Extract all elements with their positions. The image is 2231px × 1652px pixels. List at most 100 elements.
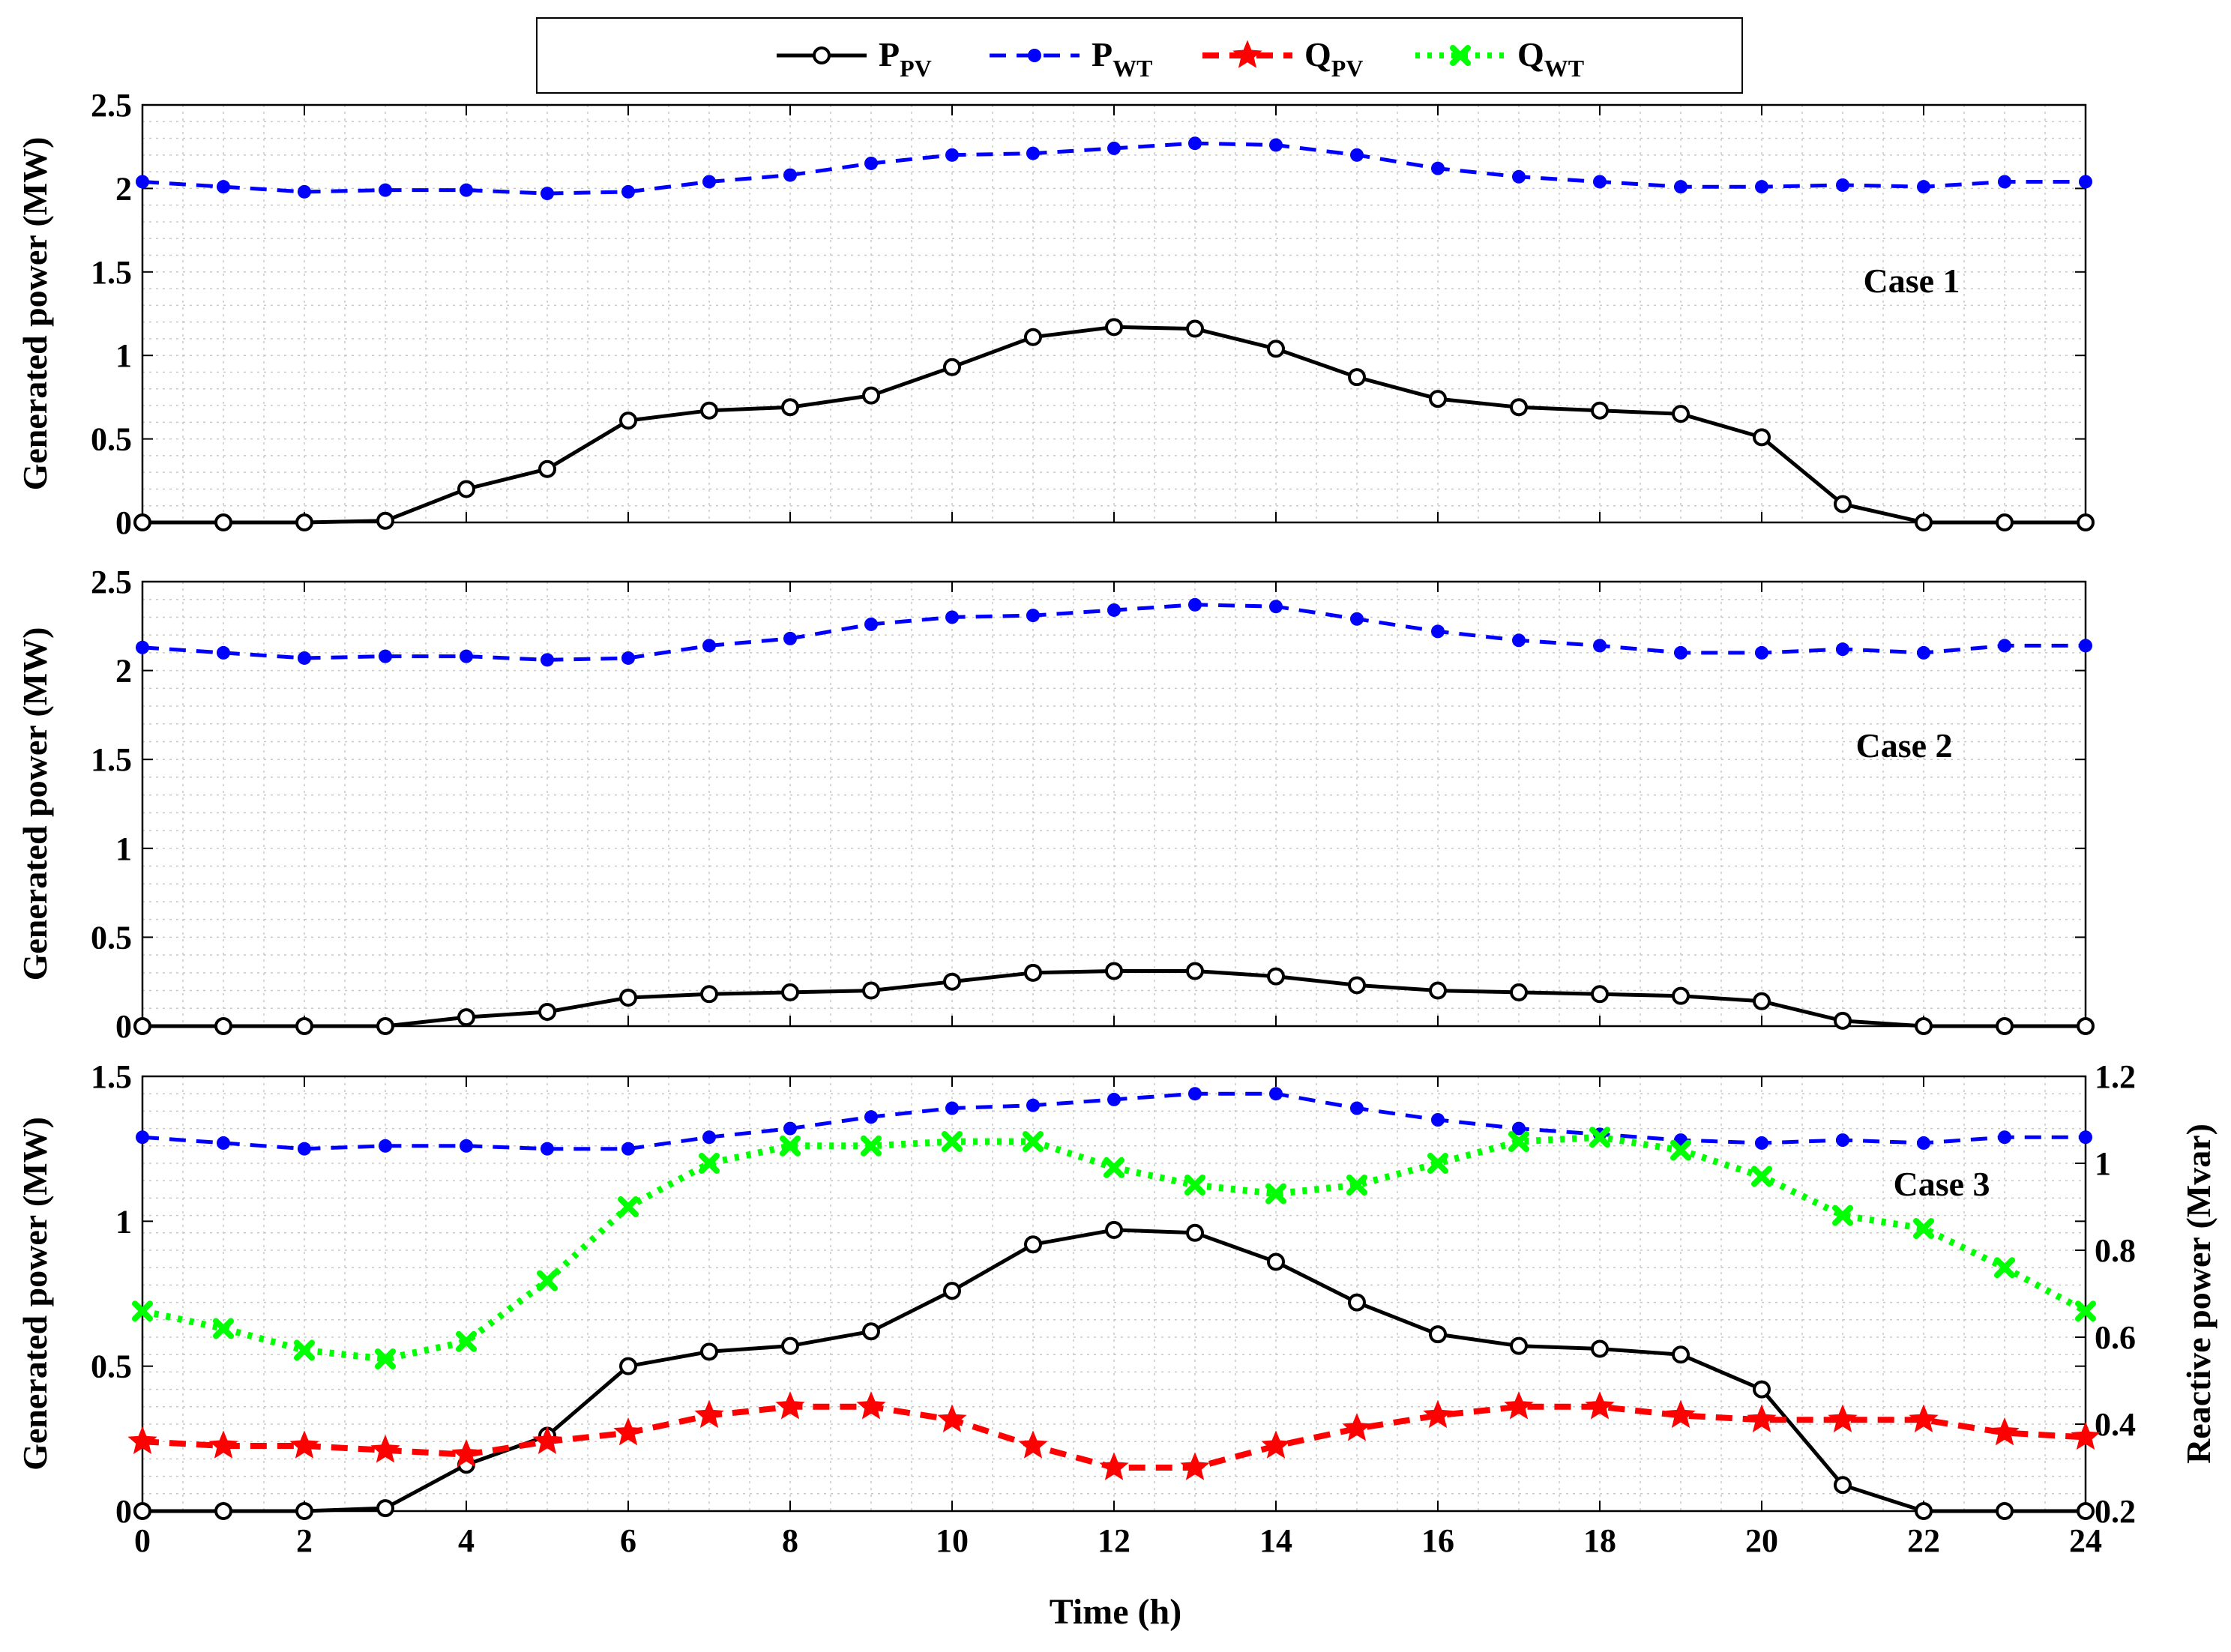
data-point: [702, 639, 716, 653]
x-tick-label: 4: [458, 1522, 475, 1559]
data-point: [1024, 963, 1042, 982]
data-point: [379, 1139, 392, 1153]
legend-label-sub: PV: [1331, 55, 1364, 82]
data-point: [1186, 319, 1204, 338]
data-point: [1024, 1235, 1042, 1254]
x-tick-label: 14: [1259, 1522, 1292, 1559]
data-point: [379, 649, 392, 663]
legend-label-sub: WT: [1113, 55, 1152, 82]
data-point: [618, 1196, 639, 1217]
data-point: [945, 610, 959, 624]
y-tick-label: 1.5: [91, 1058, 132, 1095]
data-point: [1105, 1220, 1123, 1239]
data-point: [1107, 603, 1121, 617]
legend-label: QPV: [1304, 35, 1363, 82]
data-point: [1186, 1223, 1204, 1242]
data-point: [1915, 513, 1933, 531]
data-point: [541, 653, 554, 667]
data-point: [532, 1426, 562, 1454]
series-p-wt: [136, 1087, 2092, 1156]
series-p-pv: [133, 318, 2095, 531]
data-point: [700, 1342, 718, 1361]
data-point: [457, 480, 475, 498]
data-point: [1828, 1404, 1858, 1432]
data-point: [133, 1502, 151, 1520]
data-point: [2079, 639, 2092, 653]
data-point: [1504, 1391, 1534, 1420]
x-tick-label: 22: [1907, 1522, 1940, 1559]
data-point: [1832, 1205, 1853, 1226]
y-tick-label: 2.5: [91, 87, 132, 124]
legend-box: [536, 17, 1743, 94]
data-point: [1026, 609, 1040, 623]
data-point: [289, 1430, 319, 1459]
y-axis-label: Generated power (MW): [16, 1117, 54, 1471]
y-axis-label: Generated power (MW): [16, 627, 54, 981]
x-tick-label: 20: [1745, 1522, 1778, 1559]
data-point: [1996, 513, 2014, 531]
data-point: [700, 401, 718, 420]
y-right-tick-label: 0.4: [2095, 1406, 2136, 1443]
data-point: [1672, 986, 1690, 1005]
data-point: [943, 972, 961, 991]
data-point: [781, 1336, 799, 1355]
data-point: [460, 649, 473, 663]
data-point: [1591, 985, 1609, 1004]
data-point: [1753, 428, 1771, 447]
data-point: [1591, 1339, 1609, 1358]
data-point: [1917, 1136, 1930, 1150]
data-point: [1348, 368, 1366, 387]
y-tick-label: 0.5: [91, 1348, 132, 1385]
data-point: [619, 412, 637, 430]
data-point: [1753, 1380, 1771, 1399]
data-point: [1913, 1218, 1934, 1239]
x-tick-label: 10: [936, 1522, 969, 1559]
legend-label: PWT: [1092, 35, 1152, 82]
legend-item-q-wt: QWT: [1415, 35, 1584, 82]
y-right-tick-label: 0.6: [2095, 1319, 2136, 1356]
data-point: [2079, 1130, 2092, 1145]
data-point: [456, 1330, 477, 1352]
x-tick-label: 18: [1583, 1522, 1616, 1559]
data-point: [1996, 1502, 2014, 1520]
data-point: [1917, 180, 1930, 194]
data-point: [862, 981, 880, 1000]
data-point: [1350, 1101, 1364, 1115]
y-tick-label: 1: [115, 337, 132, 374]
data-point: [1342, 1413, 1372, 1441]
data-point: [208, 1430, 238, 1459]
data-point: [1996, 1017, 2014, 1035]
series-p-wt: [136, 597, 2092, 667]
data-point: [2077, 513, 2095, 531]
data-point: [1510, 983, 1528, 1001]
y-tick-label: 2: [115, 653, 132, 690]
data-point: [538, 1003, 556, 1022]
data-point: [214, 1017, 232, 1035]
data-point: [1269, 600, 1283, 614]
legend: PPV PWT QPV QWT: [536, 17, 1743, 94]
series-p-pv: [133, 962, 2095, 1035]
data-point: [861, 1135, 882, 1157]
data-point: [781, 398, 799, 417]
data-point: [1915, 1017, 1933, 1035]
data-point: [1107, 141, 1121, 155]
data-point: [217, 180, 230, 194]
data-point: [295, 1017, 313, 1035]
data-point: [700, 985, 718, 1004]
data-point: [1261, 1430, 1291, 1459]
data-point: [945, 148, 959, 162]
legend-item-p-pv: PPV: [777, 35, 932, 82]
case-label: Case 3: [1893, 1165, 1990, 1203]
data-point: [375, 1348, 396, 1369]
data-point: [1107, 1092, 1121, 1106]
data-point: [538, 459, 556, 478]
data-point: [862, 386, 880, 405]
data-point: [1994, 1257, 2015, 1279]
data-point: [1834, 495, 1852, 513]
data-point: [1836, 642, 1849, 657]
data-point: [1018, 1430, 1048, 1459]
data-point: [1589, 1127, 1610, 1148]
data-point: [213, 1318, 234, 1339]
